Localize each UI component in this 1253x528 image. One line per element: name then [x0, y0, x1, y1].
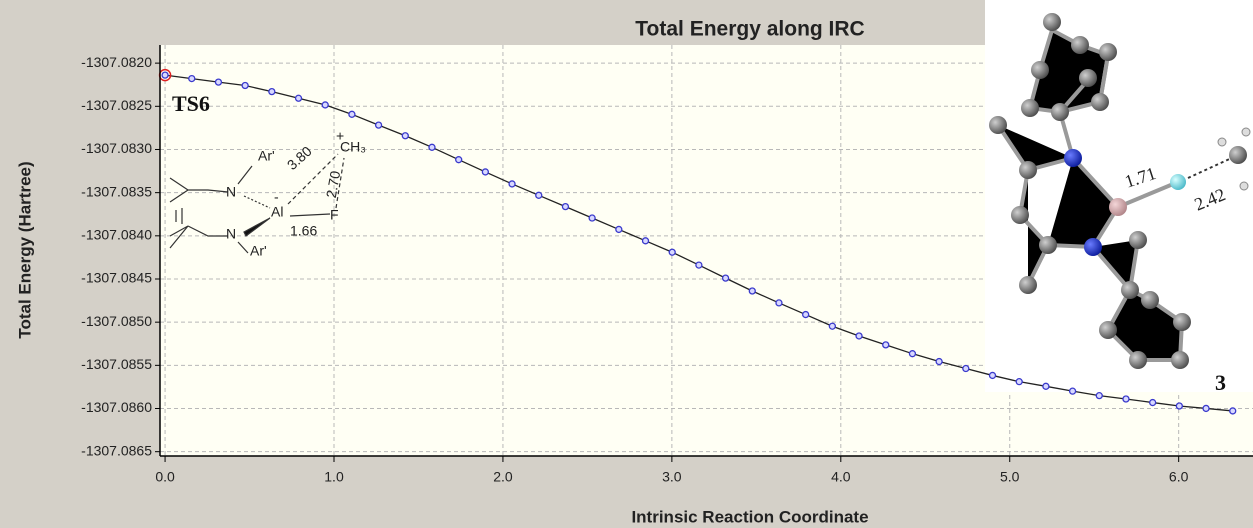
point — [189, 76, 195, 82]
x-axis-label: Intrinsic Reaction Coordinate — [631, 507, 868, 526]
point — [616, 226, 622, 232]
point — [723, 275, 729, 281]
scheme-label: Ar' — [250, 243, 267, 259]
y-tick-label: -1307.0855 — [81, 356, 152, 372]
point — [162, 72, 168, 78]
scheme-label: 1.66 — [290, 223, 317, 239]
point — [1123, 396, 1129, 402]
x-tick-label: 1.0 — [324, 469, 344, 485]
point — [669, 249, 675, 255]
x-tick-label: 6.0 — [1169, 469, 1189, 485]
point — [963, 366, 969, 372]
chart-title: Total Energy along IRC — [635, 18, 864, 41]
scheme-label: Ar' — [258, 148, 275, 164]
point — [1150, 400, 1156, 406]
point — [296, 95, 302, 101]
point — [1096, 393, 1102, 399]
scheme-label: - — [274, 189, 279, 205]
point — [269, 89, 275, 95]
y-axis-label: Total Energy (Hartree) — [15, 161, 34, 338]
point — [883, 342, 889, 348]
scheme-label: N — [226, 184, 236, 200]
point — [456, 157, 462, 163]
point — [402, 133, 408, 139]
y-tick-label: -1307.0830 — [81, 140, 152, 156]
point — [1230, 408, 1236, 414]
y-tick-label: -1307.0840 — [81, 227, 152, 243]
point — [696, 262, 702, 268]
point — [909, 351, 915, 357]
x-tick-label: 2.0 — [493, 469, 513, 485]
scheme-label: Al — [271, 204, 283, 220]
y-tick-label: -1307.0865 — [81, 442, 152, 458]
chart: Total Energy along IRC Total Energy (Har… — [0, 0, 1253, 528]
start-label: TS6 — [172, 91, 210, 116]
point — [1016, 379, 1022, 385]
point — [376, 122, 382, 128]
point — [562, 204, 568, 210]
point — [242, 82, 248, 88]
point — [1176, 403, 1182, 409]
point — [536, 192, 542, 198]
point — [349, 111, 355, 117]
x-tick-label: 4.0 — [831, 469, 851, 485]
point — [482, 169, 488, 175]
point — [829, 323, 835, 329]
x-tick-label: 0.0 — [155, 469, 175, 485]
scheme-label: F — [330, 207, 339, 223]
point — [322, 102, 328, 108]
point — [990, 372, 996, 378]
x-tick-label: 3.0 — [662, 469, 682, 485]
point — [803, 312, 809, 318]
y-tick-label: -1307.0860 — [81, 399, 152, 415]
point — [749, 288, 755, 294]
point — [215, 79, 221, 85]
point — [1203, 405, 1209, 411]
y-tick-label: -1307.0845 — [81, 270, 152, 286]
point — [643, 238, 649, 244]
end-label: 3 — [1215, 370, 1226, 395]
point — [429, 144, 435, 150]
y-tick-label: -1307.0850 — [81, 313, 152, 329]
point — [776, 300, 782, 306]
y-tick-label: -1307.0825 — [81, 97, 152, 113]
point — [856, 333, 862, 339]
x-tick-label: 5.0 — [1000, 469, 1020, 485]
point — [936, 359, 942, 365]
y-tick-label: -1307.0835 — [81, 183, 152, 199]
point — [509, 181, 515, 187]
point — [1043, 383, 1049, 389]
y-tick-label: -1307.0820 — [81, 54, 152, 70]
point — [589, 215, 595, 221]
scheme-label: + — [336, 128, 344, 144]
point — [1070, 388, 1076, 394]
scheme-label: N — [226, 226, 236, 242]
